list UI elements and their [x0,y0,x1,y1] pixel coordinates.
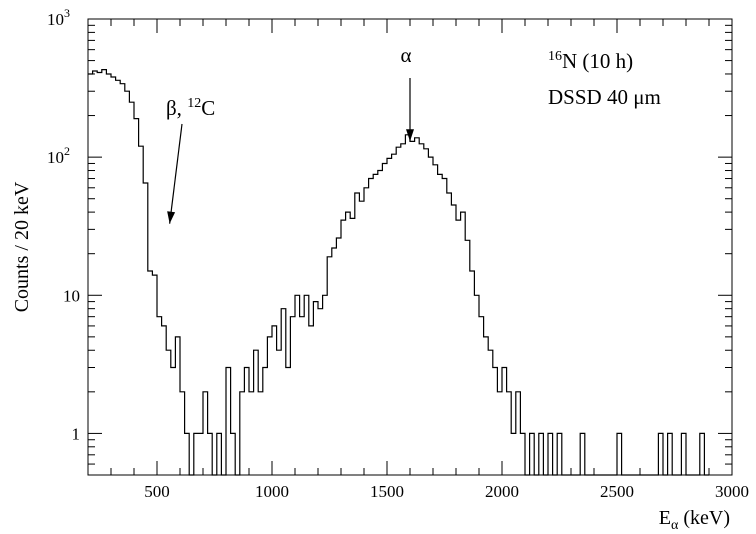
detector-label: DSSD 40 μm [548,85,661,109]
x-tick-label: 1000 [255,482,289,501]
y-tick-label: 103 [47,6,70,29]
x-ticks: 500 1000 1500 2000 2500 3000 [87,19,749,501]
x-axis-title-rest: (keV) [678,507,730,529]
y-axis-title: Counts / 20 keV [11,181,33,312]
x-tick-label: 1500 [370,482,404,501]
beta-annotation-main: β, [166,96,187,120]
y-tick-label: 102 [47,144,70,167]
beta-arrowhead [167,211,176,224]
x-tick-label: 500 [144,482,170,501]
x-axis-title-main: E [659,507,671,529]
source-label: 16N (10 h) [548,49,633,73]
beta-annotation-sup: 12 [187,96,201,111]
histogram-series [88,69,709,476]
y-tick-label: 1 [72,424,81,443]
x-tick-label: 2500 [600,482,634,501]
beta-annotation-end: C [201,96,215,120]
y-tick-label: 10 [63,286,80,305]
x-axis-title-sub: α [671,518,679,533]
alpha-annotation: α [400,43,411,67]
source-label-sup: 16 [548,49,562,64]
x-tick-label: 3000 [715,482,749,501]
beta-arrow [169,123,183,224]
alpha-arrowhead [406,129,414,142]
y-ticks: 1 10 102 103 [47,6,732,476]
source-label-text: N (10 h) [562,49,633,73]
x-axis-title: Eα (keV) [659,507,730,533]
x-tick-label: 2000 [485,482,519,501]
beta-annotation: β, 12C [166,96,215,120]
